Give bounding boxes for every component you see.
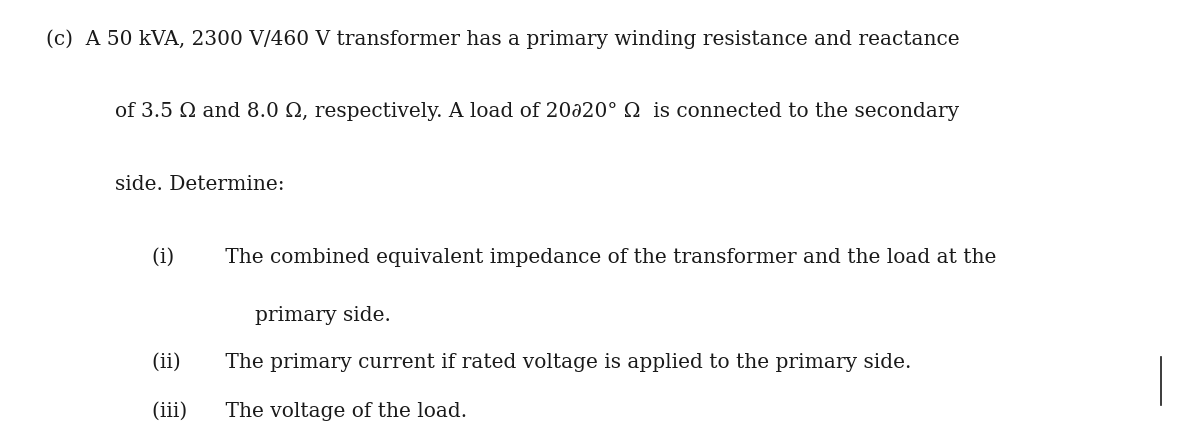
Text: side. Determine:: side. Determine: bbox=[115, 175, 284, 194]
Text: of 3.5 Ω and 8.0 Ω, respectively. A load of 20∂20° Ω  is connected to the second: of 3.5 Ω and 8.0 Ω, respectively. A load… bbox=[115, 102, 959, 121]
Text: (c)  A 50 kVA, 2300 V/460 V transformer has a primary winding resistance and rea: (c) A 50 kVA, 2300 V/460 V transformer h… bbox=[46, 30, 959, 49]
Text: (ii)       The primary current if rated voltage is applied to the primary side.: (ii) The primary current if rated voltag… bbox=[152, 353, 912, 372]
Text: (i)        The combined equivalent impedance of the transformer and the load at : (i) The combined equivalent impedance of… bbox=[152, 248, 997, 267]
Text: primary side.: primary side. bbox=[254, 306, 390, 325]
Text: (iii)      The voltage of the load.: (iii) The voltage of the load. bbox=[152, 401, 468, 421]
